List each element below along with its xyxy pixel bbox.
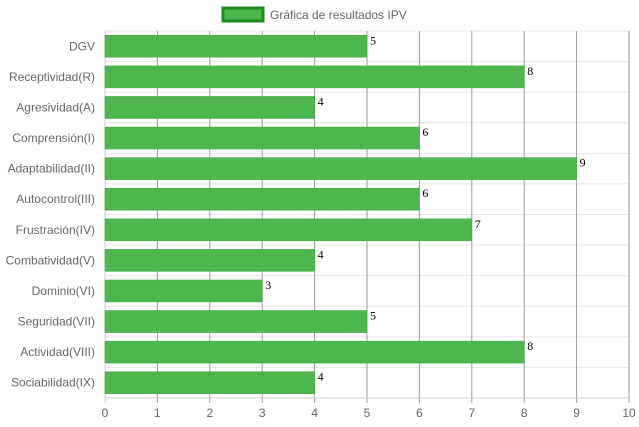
bar[interactable] — [104, 279, 263, 303]
value-axis: 0 1 2 3 4 5 6 7 8 9 10 — [102, 406, 636, 420]
legend-swatch[interactable] — [221, 6, 265, 23]
category-label: Adaptabilidad(II) — [8, 162, 95, 176]
bar[interactable] — [104, 340, 525, 364]
chart-legend[interactable]: Gráfica de resultados IPV — [221, 6, 407, 23]
x-tick-label: 4 — [311, 406, 318, 420]
category-label: Sociabilidad(IX) — [11, 376, 95, 390]
bar[interactable] — [104, 371, 315, 394]
category-label: DGV — [69, 39, 95, 53]
data-label: 4 — [318, 94, 324, 108]
bar[interactable] — [104, 96, 315, 119]
bar[interactable] — [104, 126, 420, 150]
x-tick-label: 7 — [468, 406, 475, 420]
bar[interactable] — [104, 65, 525, 89]
category-label: Agresividad(A) — [16, 100, 95, 114]
category-label: Seguridad(VII) — [18, 315, 95, 329]
x-tick-label: 1 — [154, 406, 161, 420]
x-tick-label: 5 — [364, 406, 371, 420]
bar[interactable] — [104, 35, 368, 58]
bar[interactable] — [104, 218, 473, 242]
category-label: Autocontrol(III) — [16, 192, 95, 206]
bar[interactable] — [104, 249, 315, 272]
chart-bars — [104, 35, 577, 394]
data-label: 6 — [422, 186, 428, 200]
data-label: 4 — [318, 247, 324, 261]
data-label: 8 — [527, 64, 533, 78]
data-label: 5 — [370, 309, 376, 323]
bar[interactable] — [104, 157, 577, 180]
category-label: Combatividad(V) — [6, 253, 95, 267]
x-tick-label: 2 — [206, 406, 213, 420]
data-label: 4 — [318, 370, 324, 384]
data-label: 6 — [422, 125, 428, 139]
category-label: Frustración(IV) — [16, 223, 95, 237]
x-tick-label: 8 — [521, 406, 528, 420]
x-tick-label: 10 — [622, 406, 636, 420]
data-label: 5 — [370, 33, 376, 47]
category-label: Dominio(VI) — [32, 284, 95, 298]
x-tick-label: 6 — [416, 406, 423, 420]
x-tick-label: 9 — [573, 406, 580, 420]
bar[interactable] — [104, 187, 420, 211]
data-label: 7 — [475, 217, 481, 231]
bar[interactable] — [104, 310, 368, 333]
data-label: 9 — [580, 156, 586, 170]
category-axis: DGV Receptividad(R) Agresividad(A) Comprens… — [6, 39, 95, 389]
legend-label[interactable]: Gráfica de resultados IPV — [270, 8, 407, 22]
data-labels: 5 8 4 6 9 6 7 4 3 5 8 4 — [265, 33, 585, 383]
data-label: 8 — [527, 339, 533, 353]
x-tick-label: 3 — [259, 406, 266, 420]
data-label: 3 — [265, 278, 271, 292]
category-label: Receptividad(R) — [9, 70, 95, 84]
category-label: Actividad(VIII) — [20, 345, 95, 359]
x-tick-label: 0 — [102, 406, 109, 420]
category-label: Comprensión(I) — [12, 131, 95, 145]
